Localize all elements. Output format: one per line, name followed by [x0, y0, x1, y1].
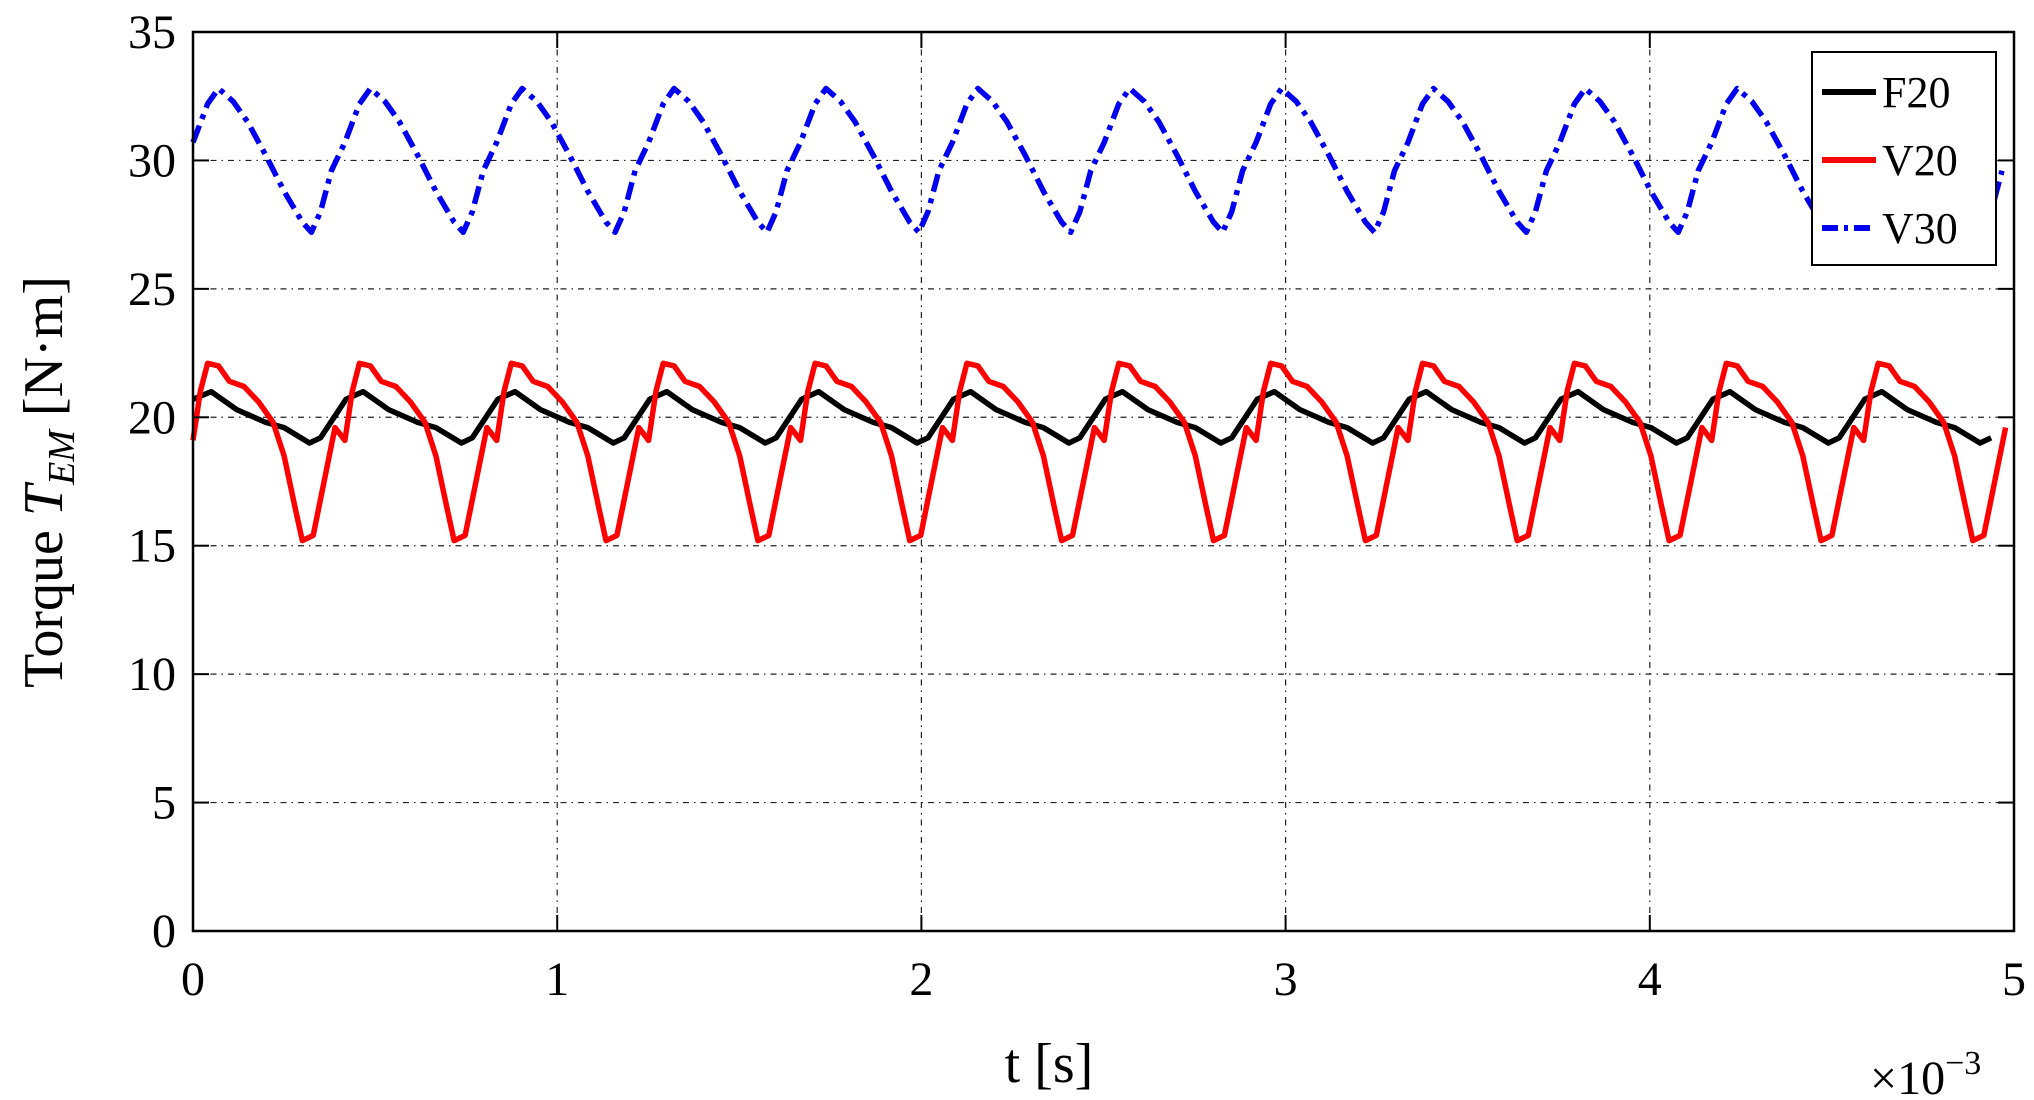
x-tick-label: 0 — [181, 953, 205, 1006]
y-tick-label: 5 — [152, 777, 176, 830]
y-tick-label: 35 — [128, 6, 176, 59]
axis-ticks — [192, 31, 2015, 932]
x-axis-exponent-power: −3 — [1945, 1045, 1981, 1082]
x-tick-label: 2 — [909, 953, 933, 1006]
x-axis-exponent-base: ×10 — [1870, 1052, 1945, 1100]
x-tick-label: 3 — [1274, 953, 1298, 1006]
x-tick-label: 1 — [545, 953, 569, 1006]
y-axis-label-prefix: Torque — [13, 516, 75, 688]
legend-label-v20: V20 — [1882, 136, 1958, 185]
y-axis-label-unit: [N·m] — [13, 276, 75, 430]
legend-label-f20: F20 — [1882, 68, 1950, 117]
legend: F20 V20 V30 — [1811, 51, 1997, 266]
y-tick-label: 30 — [128, 134, 176, 187]
y-axis-label-subscript: EM — [41, 428, 83, 486]
series-line-v20 — [190, 360, 2009, 544]
x-axis-label: t [s] — [1005, 1033, 1094, 1095]
series-line-f20 — [191, 388, 1993, 446]
x-tick-label: 4 — [1638, 953, 1662, 1006]
y-tick-label: 25 — [128, 263, 176, 316]
x-axis-exponent: ×10−3 — [1870, 1045, 1981, 1100]
y-tick-label: 20 — [128, 391, 176, 444]
y-tick-label: 15 — [128, 520, 176, 573]
series-line-v30 — [190, 85, 2005, 236]
y-tick-label: 0 — [152, 905, 176, 958]
series-group — [190, 85, 2009, 544]
y-tick-label: 10 — [128, 648, 176, 701]
plot-area — [193, 32, 2014, 931]
x-tick-label: 5 — [2002, 953, 2026, 1006]
y-axis-label-symbol: T — [13, 481, 75, 516]
tick-labels: 0 1 2 3 4 5 0 5 10 15 20 25 30 35 — [128, 6, 2026, 1006]
legend-label-v30: V30 — [1882, 204, 1958, 253]
y-axis-label: Torque TEM [N·m] — [13, 276, 83, 688]
grid — [193, 32, 2014, 931]
plot-frame — [191, 30, 2016, 933]
